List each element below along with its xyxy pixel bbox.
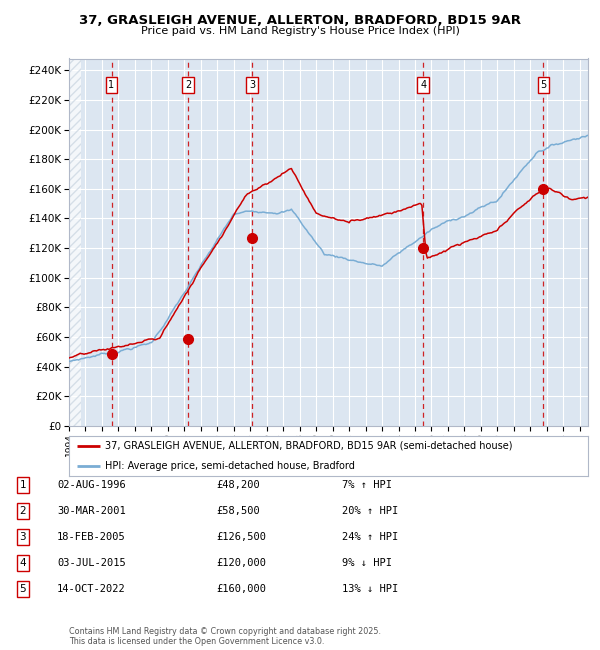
Text: 4: 4 [420,80,427,90]
Text: Price paid vs. HM Land Registry's House Price Index (HPI): Price paid vs. HM Land Registry's House … [140,26,460,36]
Text: 18-FEB-2005: 18-FEB-2005 [57,532,126,542]
Text: £58,500: £58,500 [216,506,260,516]
Text: £160,000: £160,000 [216,584,266,594]
Text: 5: 5 [19,584,26,594]
Text: £126,500: £126,500 [216,532,266,542]
Text: 37, GRASLEIGH AVENUE, ALLERTON, BRADFORD, BD15 9AR (semi-detached house): 37, GRASLEIGH AVENUE, ALLERTON, BRADFORD… [106,441,513,450]
Text: 7% ↑ HPI: 7% ↑ HPI [342,480,392,490]
Text: 9% ↓ HPI: 9% ↓ HPI [342,558,392,568]
Text: Contains HM Land Registry data © Crown copyright and database right 2025.: Contains HM Land Registry data © Crown c… [69,627,381,636]
Text: 02-AUG-1996: 02-AUG-1996 [57,480,126,490]
Text: 3: 3 [19,532,26,542]
Text: 14-OCT-2022: 14-OCT-2022 [57,584,126,594]
Text: 13% ↓ HPI: 13% ↓ HPI [342,584,398,594]
Text: 5: 5 [540,80,547,90]
Text: This data is licensed under the Open Government Licence v3.0.: This data is licensed under the Open Gov… [69,637,325,646]
Text: £48,200: £48,200 [216,480,260,490]
Text: 03-JUL-2015: 03-JUL-2015 [57,558,126,568]
Text: 24% ↑ HPI: 24% ↑ HPI [342,532,398,542]
Text: 2: 2 [185,80,191,90]
Text: 3: 3 [249,80,255,90]
Text: 37, GRASLEIGH AVENUE, ALLERTON, BRADFORD, BD15 9AR: 37, GRASLEIGH AVENUE, ALLERTON, BRADFORD… [79,14,521,27]
Text: 20% ↑ HPI: 20% ↑ HPI [342,506,398,516]
Text: HPI: Average price, semi-detached house, Bradford: HPI: Average price, semi-detached house,… [106,461,355,471]
Text: £120,000: £120,000 [216,558,266,568]
Text: 1: 1 [109,80,115,90]
Text: 1: 1 [19,480,26,490]
Text: 2: 2 [19,506,26,516]
Text: 30-MAR-2001: 30-MAR-2001 [57,506,126,516]
Text: 4: 4 [19,558,26,568]
